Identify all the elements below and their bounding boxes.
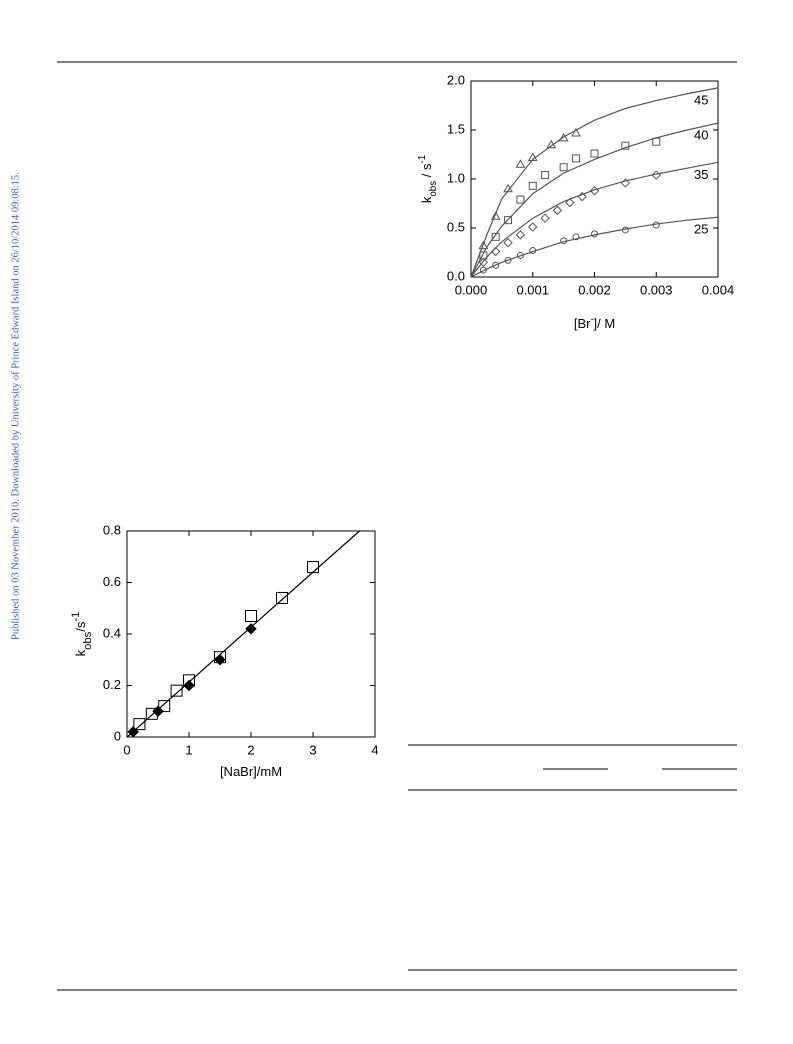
series-label: 35 [694,167,708,182]
data-point [183,679,195,692]
data-point [541,171,550,180]
data-point [490,211,501,220]
data-point [492,261,500,269]
data-point [127,726,139,738]
chart: 0 1 2 3 4 0 0.2 0.4 0.6 0.8 [NaBr]/mM kobs/s-1 [70,522,379,779]
x-tick-label: 1 [185,742,192,757]
data-point [170,684,183,697]
fit-line [126,530,360,738]
data-point [651,170,661,180]
data-point [621,141,630,150]
data-point [527,152,538,161]
series-label: 25 [694,222,708,237]
data-point [589,186,600,196]
download-note: Published on 03 November 2010. Downloade… [10,172,21,640]
data-point [540,213,550,223]
data-point [590,149,599,158]
data-point [491,232,500,241]
data-point [571,154,580,163]
y-tick-label: 0.2 [103,677,121,692]
data-point [652,137,661,146]
chart: 0.000 0.001 0.002 0.003 0.004 0.0 0.5 1.0 1.5 2.0… [417,72,734,331]
y-tick-label: 0.4 [103,625,121,640]
data-point [214,654,226,666]
y-tick-label: 0.8 [103,522,121,537]
y-tick-label: 0 [114,728,121,743]
y-axis-label: kobs/s-1 [70,612,94,657]
y-axis-label: kobs / s-1 [417,155,439,203]
label-part: [Br [574,316,591,331]
data-point [490,246,501,257]
data-point [479,266,487,274]
x-tick-label: 4 [371,742,378,757]
x-axis-label: [Br-]/ M [574,314,615,331]
label-part: / s [419,163,434,181]
y-tick-label: 0.5 [447,219,465,234]
label-part: obs [82,631,94,649]
x-tick-label: 2 [247,742,254,757]
y-tick-label: 1.0 [447,170,465,185]
data-point [652,221,660,229]
data-point [565,197,575,208]
label-part: ]/ M [593,316,615,331]
data-point [245,623,257,635]
data-point [504,256,512,264]
x-tick-label: 0.004 [702,282,735,297]
label-part: /s [73,621,88,632]
data-point [558,132,569,142]
data-point [504,216,513,225]
data-point [528,222,538,232]
data-point [572,233,580,241]
data-point [577,191,587,202]
data-point [516,251,524,259]
label-part: k [73,649,88,656]
x-tick-label: 0.000 [455,282,488,297]
data-point [546,139,557,149]
data-point [503,183,513,193]
x-tick-label: 0 [123,742,130,757]
data-point [559,163,568,172]
label-part: -1 [70,612,82,622]
series-label: 40 [694,128,708,143]
data-point [529,247,537,255]
data-point [133,718,146,731]
data-point [560,237,568,245]
label-part: -1 [417,155,428,164]
label-part: [NaBr]/mM [220,764,282,779]
fit-line [470,87,719,278]
x-tick-label: 3 [309,742,316,757]
x-tick-label: 0.003 [640,282,673,297]
label-part: - [590,314,593,324]
data-point [158,700,171,713]
data-point [152,705,164,717]
data-point [276,591,288,604]
x-axis-label: [NaBr]/mM [220,764,282,779]
x-tick-label: 0.002 [578,282,611,297]
y-tick-label: 2.0 [447,72,465,87]
data-point [552,205,563,216]
label-part: obs [428,181,439,197]
data-point [245,609,257,622]
data-point [571,127,581,137]
data-point [620,178,631,188]
y-tick-label: 0.6 [103,574,121,589]
data-point [621,226,629,234]
data-point [503,237,513,248]
series-label: 45 [694,92,708,107]
data-point [591,230,598,238]
data-point [515,230,526,240]
data-point [478,257,489,268]
fit-line [470,122,719,278]
data-point [528,181,537,190]
data-point [515,159,526,168]
data-point [516,195,525,204]
y-tick-label: 1.5 [447,121,465,136]
data-point [478,240,489,250]
x-tick-label: 0.001 [516,282,549,297]
label-part: k [419,196,434,203]
y-tick-label: 0.0 [447,268,465,283]
